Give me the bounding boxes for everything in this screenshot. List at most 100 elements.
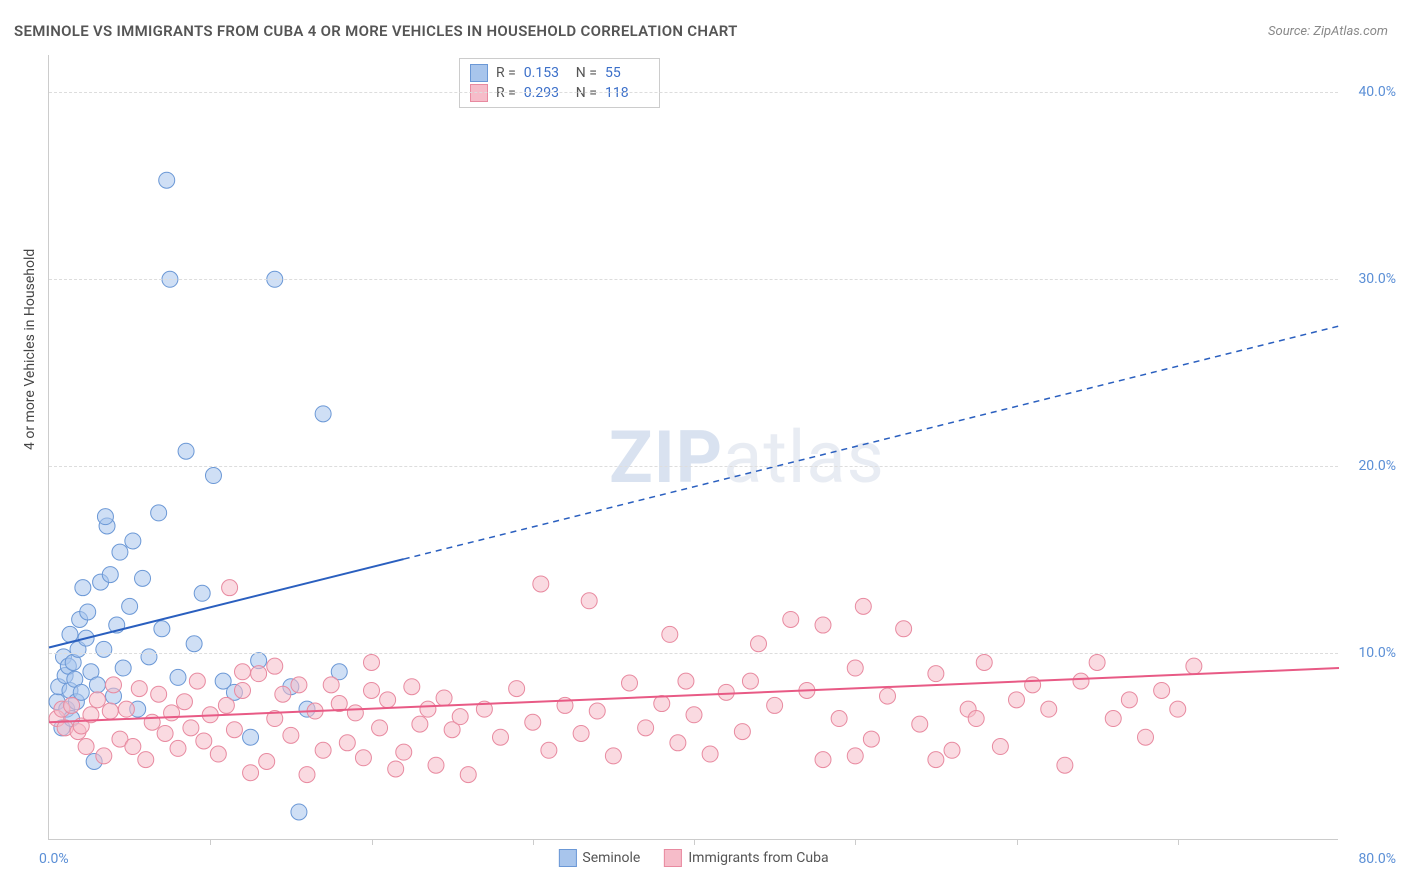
gridline bbox=[49, 653, 1338, 654]
swatch-icon bbox=[664, 849, 682, 867]
data-point bbox=[1009, 692, 1025, 708]
data-point bbox=[151, 686, 167, 702]
data-point bbox=[396, 744, 412, 760]
y-tick-label: 30.0% bbox=[1358, 271, 1396, 287]
data-point bbox=[589, 703, 605, 719]
data-point bbox=[1041, 701, 1057, 717]
x-tick bbox=[210, 839, 211, 845]
data-point bbox=[815, 752, 831, 768]
data-point bbox=[323, 677, 339, 693]
data-point bbox=[347, 705, 363, 721]
data-point bbox=[154, 621, 170, 637]
data-point bbox=[89, 692, 105, 708]
x-tick bbox=[694, 839, 695, 845]
data-point bbox=[928, 752, 944, 768]
y-tick-label: 40.0% bbox=[1358, 84, 1396, 100]
data-point bbox=[1057, 757, 1073, 773]
n-value: 55 bbox=[605, 65, 649, 81]
gridline bbox=[49, 279, 1338, 280]
r-value: 0.153 bbox=[524, 65, 568, 81]
data-point bbox=[1170, 701, 1186, 717]
data-point bbox=[75, 580, 91, 596]
x-tick bbox=[533, 839, 534, 845]
data-point bbox=[815, 617, 831, 633]
data-point bbox=[380, 692, 396, 708]
data-point bbox=[118, 701, 134, 717]
data-point bbox=[944, 742, 960, 758]
data-point bbox=[581, 593, 597, 609]
data-point bbox=[80, 604, 96, 620]
data-point bbox=[141, 649, 157, 665]
data-point bbox=[112, 544, 128, 560]
regression-line-extrapolated bbox=[404, 326, 1339, 559]
series-legend: Seminole Immigrants from Cuba bbox=[558, 849, 828, 867]
data-point bbox=[135, 570, 151, 586]
data-point bbox=[339, 735, 355, 751]
data-point bbox=[144, 714, 160, 730]
data-point bbox=[1073, 673, 1089, 689]
data-point bbox=[452, 709, 468, 725]
data-point bbox=[968, 711, 984, 727]
data-point bbox=[89, 677, 105, 693]
data-point bbox=[831, 711, 847, 727]
data-point bbox=[183, 720, 199, 736]
data-point bbox=[138, 752, 154, 768]
x-tick bbox=[1017, 839, 1018, 845]
data-point bbox=[125, 533, 141, 549]
data-point bbox=[178, 443, 194, 459]
n-label: N = bbox=[576, 65, 597, 81]
data-point bbox=[573, 725, 589, 741]
data-point bbox=[122, 598, 138, 614]
data-point bbox=[243, 765, 259, 781]
data-point bbox=[670, 735, 686, 751]
data-point bbox=[388, 761, 404, 777]
x-tick bbox=[372, 839, 373, 845]
data-point bbox=[291, 677, 307, 693]
data-point bbox=[638, 720, 654, 736]
data-point bbox=[654, 696, 670, 712]
stats-row: R =0.153N =55 bbox=[470, 63, 649, 83]
data-point bbox=[102, 567, 118, 583]
data-point bbox=[102, 703, 118, 719]
data-point bbox=[751, 636, 767, 652]
data-point bbox=[847, 660, 863, 676]
data-point bbox=[992, 739, 1008, 755]
data-point bbox=[364, 682, 380, 698]
data-point bbox=[96, 748, 112, 764]
data-point bbox=[928, 666, 944, 682]
data-point bbox=[1105, 711, 1121, 727]
chart-plot-area: ZIPatlas R =0.153N =55R =0.293N =118 0.0… bbox=[48, 55, 1338, 840]
data-point bbox=[64, 697, 80, 713]
data-point bbox=[412, 716, 428, 732]
data-point bbox=[96, 641, 112, 657]
data-point bbox=[283, 727, 299, 743]
y-tick-label: 10.0% bbox=[1358, 645, 1396, 661]
data-point bbox=[159, 172, 175, 188]
y-axis-label: 4 or more Vehicles in Household bbox=[22, 249, 38, 450]
stats-legend-box: R =0.153N =55R =0.293N =118 bbox=[459, 58, 660, 108]
data-point bbox=[291, 804, 307, 820]
x-tick bbox=[1178, 839, 1179, 845]
data-point bbox=[686, 707, 702, 723]
data-point bbox=[1186, 658, 1202, 674]
data-point bbox=[509, 681, 525, 697]
scatter-svg bbox=[49, 55, 1338, 839]
data-point bbox=[662, 626, 678, 642]
data-point bbox=[235, 664, 251, 680]
data-point bbox=[222, 580, 238, 596]
data-point bbox=[259, 754, 275, 770]
data-point bbox=[299, 767, 315, 783]
data-point bbox=[420, 701, 436, 717]
data-point bbox=[131, 681, 147, 697]
legend-item: Immigrants from Cuba bbox=[664, 849, 828, 867]
data-point bbox=[170, 740, 186, 756]
x-axis-max-label: 80.0% bbox=[1358, 851, 1396, 867]
x-axis-min-label: 0.0% bbox=[39, 851, 69, 867]
data-point bbox=[896, 621, 912, 637]
data-point bbox=[315, 742, 331, 758]
data-point bbox=[189, 673, 205, 689]
data-point bbox=[976, 654, 992, 670]
swatch-icon bbox=[470, 64, 488, 82]
data-point bbox=[880, 688, 896, 704]
legend-item: Seminole bbox=[558, 849, 640, 867]
